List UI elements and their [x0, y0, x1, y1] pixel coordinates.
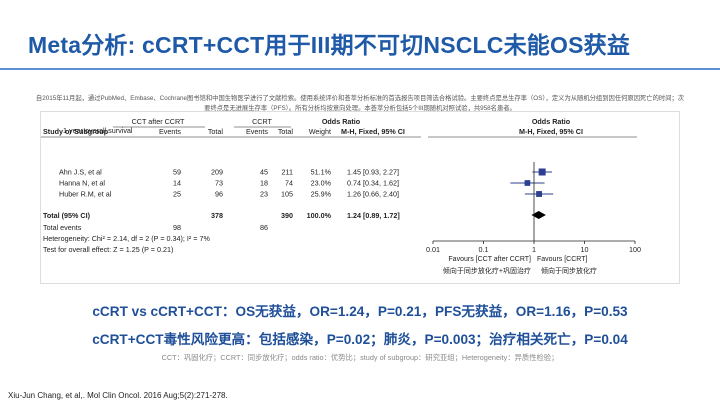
forest-plot-panel: CCT after CCRT CCRT Odds Ratio Odds Rati… — [40, 111, 680, 284]
study-events-g2: 23 — [260, 190, 268, 199]
note-left: 倾向于同步放化疗+巩固治疗 — [443, 266, 531, 275]
favours-left: Favours [CCT after CCRT] — [448, 256, 531, 263]
study-total-g2: 211 — [282, 168, 293, 177]
group1-header: CCT after CCRT — [132, 117, 185, 126]
summary-line-2: cCRT+CCT毒性风险更高：包括感染，P=0.02；肺炎，P=0.003；治疗… — [92, 332, 628, 347]
subgroup-label: 1 year overall survival — [63, 126, 133, 135]
heterogeneity-text: Heterogeneity: Chi² = 2.14, df = 2 (P = … — [43, 234, 210, 243]
x-tick-label: 10 — [581, 245, 589, 254]
x-tick-label: 100 — [629, 245, 641, 254]
study-total-g1: 73 — [215, 179, 223, 188]
study-events-g1: 25 — [173, 190, 181, 199]
col-total-g1-header: Total — [208, 127, 224, 136]
citation: Xiu-Jun Chang, et al,. Mol Clin Oncol. 2… — [8, 391, 228, 400]
study-total-g2: 74 — [285, 179, 293, 188]
odds-ratio-header: Odds Ratio — [322, 117, 361, 126]
title-divider — [0, 68, 720, 70]
study-name: Hanna N, et al — [59, 179, 105, 188]
total-g1: 378 — [211, 211, 223, 220]
col-events-g1-header: Events — [159, 127, 181, 136]
study-or-marker — [536, 191, 542, 197]
abbreviation-note: CCT：巩固化疗；CCRT：同步放化疗；odds ratio：优势比；study… — [161, 353, 559, 362]
study-row: Hanna N, et al 14 73 18 74 23.0% 0.74 [0.34, 1… — [59, 179, 545, 188]
pooled-diamond — [531, 211, 546, 219]
study-or-text: 1.45 [0.93, 2.27] — [347, 168, 399, 177]
col-total-g2-header: Total — [278, 127, 294, 136]
forest-plot: CCT after CCRT CCRT Odds Ratio Odds Rati… — [41, 117, 641, 275]
study-weight: 25.9% — [311, 190, 332, 199]
total-weight: 100.0% — [307, 211, 332, 220]
study-weight: 23.0% — [311, 179, 332, 188]
total-events-label: Total events — [43, 223, 82, 232]
study-row: Ahn J.S, et al 59 209 45 211 51.1% 1.45 [0.93,… — [59, 168, 552, 177]
summary-line-1: cCRT vs cCRT+CCT：OS无获益，OR=1.24，P=0.21，PF… — [92, 304, 628, 319]
x-tick-label: 0.1 — [479, 245, 489, 254]
col-events-g2-header: Events — [246, 127, 268, 136]
study-weight: 51.1% — [311, 168, 332, 177]
x-tick-label: 0.01 — [426, 245, 440, 254]
x-tick-label: 1 — [532, 245, 536, 254]
study-events-g1: 59 — [173, 168, 181, 177]
odds-ratio-header-right: Odds Ratio — [532, 117, 571, 126]
study-name: Huber R.M, et al — [59, 190, 112, 199]
col-or-subheader-right: M-H, Fixed, 95% CI — [519, 127, 583, 136]
study-total-g1: 96 — [215, 190, 223, 199]
overall-effect-text: Test for overall effect: Z = 1.25 (P = 0… — [43, 245, 173, 254]
group2-header: CCRT — [252, 117, 272, 126]
forest-axis: 0.01 0.1 1 10 100 — [426, 162, 641, 254]
col-weight-header: Weight — [309, 127, 331, 136]
study-events-g1: 14 — [173, 179, 181, 188]
study-events-g2: 45 — [260, 168, 268, 177]
study-total-g2: 105 — [281, 190, 293, 199]
total-or-text: 1.24 [0.89, 1.72] — [347, 211, 400, 220]
col-or-subheader: M-H, Fixed, 95% CI — [341, 127, 405, 136]
col-study-header: Study or Subgroup — [43, 127, 109, 136]
intro-text: 自2015年11月起，通过PubMed、Embase、Cochrane图书馆和中… — [35, 95, 685, 112]
total-label: Total (95% CI) — [43, 211, 91, 220]
study-rows: Ahn J.S, et al 59 209 45 211 51.1% 1.45 [0.93,… — [59, 168, 554, 219]
study-or-text: 0.74 [0.34, 1.62] — [347, 179, 399, 188]
study-or-marker — [538, 168, 546, 176]
note-right: 倾向于同步放化疗 — [541, 266, 597, 275]
study-or-text: 1.26 [0.66, 2.40] — [347, 190, 399, 199]
study-events-g2: 18 — [260, 179, 268, 188]
study-total-g1: 209 — [211, 168, 223, 177]
total-events-g2: 86 — [260, 223, 268, 232]
study-or-marker — [524, 180, 531, 186]
study-row: Huber R.M, et al 25 96 23 105 25.9% 1.26 [0.66… — [59, 190, 554, 199]
slide-title: Meta分析: cCRT+CCT用于III期不可切NSCLC未能OS获益 — [28, 32, 631, 58]
total-events-g1: 98 — [173, 223, 181, 232]
total-g2: 390 — [281, 211, 293, 220]
favours-right: Favours [CCRT] — [537, 256, 587, 263]
study-name: Ahn J.S, et al — [59, 168, 102, 177]
